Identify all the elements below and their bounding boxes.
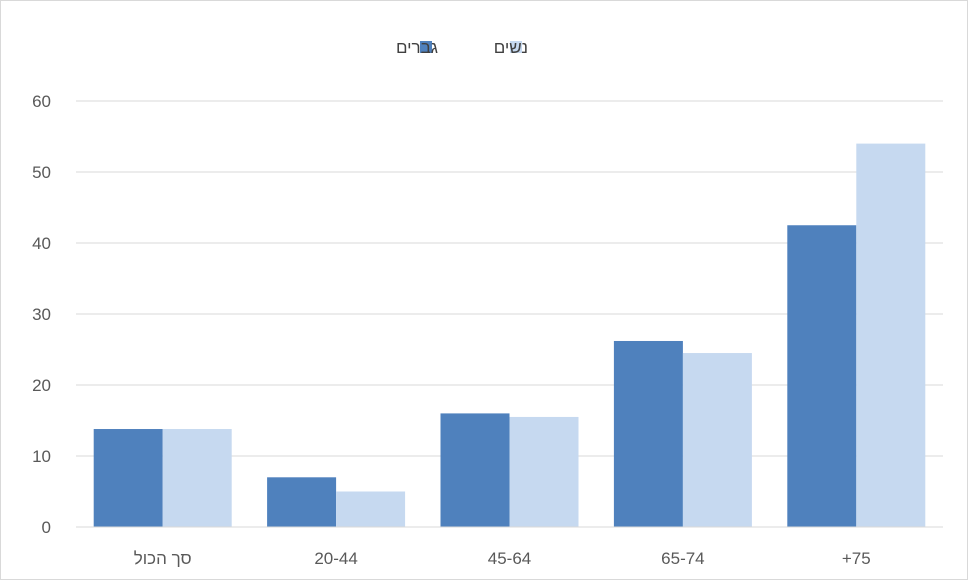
y-tick-label: 40 [32,234,51,253]
legend-swatch-men [420,41,432,53]
y-tick-label: 0 [42,518,51,537]
bar-women [509,416,579,527]
x-tick-label: 65-74 [661,549,704,568]
bar-men [267,477,337,527]
axes: 0 10 20 30 40 50 60 סך הכול 20-44 45-64 65-74 +75 [32,92,943,568]
y-tick-label: 30 [32,305,51,324]
legend-swatch-women [510,41,522,53]
legend: גברים נשים [396,38,528,57]
bar-men [93,429,163,527]
x-tick-label: סך הכול [134,549,192,568]
x-tick-label: 45-64 [488,549,531,568]
bar-men [440,413,510,527]
y-tick-label: 50 [32,163,51,182]
y-tick-label: 60 [32,92,51,111]
legend-label-women: נשים [494,38,528,57]
y-tick-label: 10 [32,447,51,466]
bar-women [336,491,406,527]
legend-label-men: גברים [396,38,438,57]
bar-men [613,340,683,527]
bar-women [682,353,752,527]
y-tick-label: 20 [32,376,51,395]
x-tick-label: 20-44 [314,549,357,568]
x-tick-label: +75 [842,549,871,568]
bar-women [162,429,232,527]
bars [93,143,926,527]
bar-women [856,143,926,527]
bar-men [787,225,857,527]
